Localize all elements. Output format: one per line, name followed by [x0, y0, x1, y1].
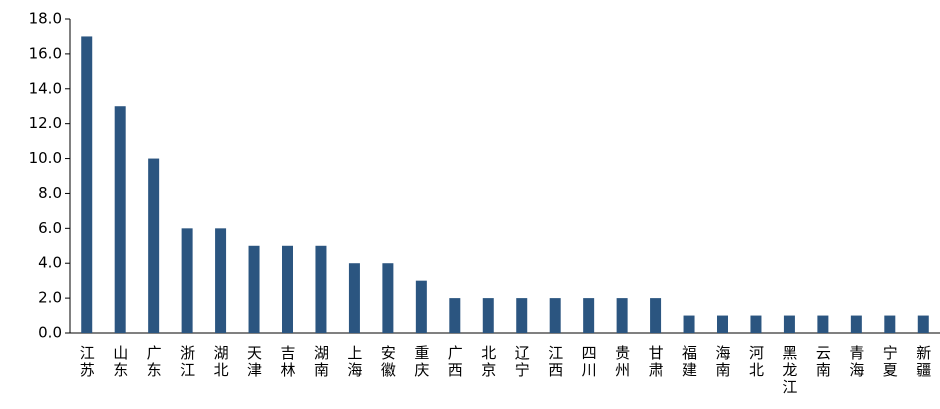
bar: [516, 298, 528, 333]
bar: [449, 298, 461, 333]
bar: [415, 280, 427, 333]
bar: [114, 106, 126, 333]
y-tick-label: 8.0: [38, 184, 62, 202]
y-tick-label: 0.0: [38, 324, 62, 342]
bar: [148, 158, 160, 333]
x-tick-label: 甘肃: [647, 345, 665, 379]
x-tick-label: 贵州: [613, 345, 631, 379]
x-tick-label: 湖北: [212, 345, 230, 379]
bar: [282, 245, 293, 333]
x-tick-label: 江西: [546, 345, 564, 379]
x-tick-label: 云南: [814, 345, 832, 379]
bar: [583, 298, 595, 333]
x-tick-label: 北京: [479, 345, 497, 379]
bar: [181, 228, 193, 333]
x-tick-label: 湖南: [312, 345, 330, 379]
x-tick-label: 黑龙江: [780, 345, 798, 396]
x-tick-label: 宁夏: [881, 345, 899, 379]
x-tick-label: 浙江: [178, 345, 196, 379]
y-tick-label: 2.0: [38, 289, 62, 307]
bar: [215, 228, 227, 333]
y-tick-label: 4.0: [38, 254, 62, 272]
y-tick-label: 6.0: [38, 219, 62, 237]
x-tick-label: 广东: [145, 345, 163, 379]
bar: [382, 263, 394, 333]
y-tick-label: 12.0: [29, 114, 62, 132]
y-tick-label: 14.0: [29, 79, 62, 97]
bar: [348, 263, 360, 333]
x-tick-label: 吉林: [279, 345, 297, 379]
bar: [482, 298, 494, 333]
x-tick-label: 安徽: [379, 345, 397, 379]
x-tick-label: 青海: [847, 345, 865, 379]
bar: [783, 315, 795, 333]
y-tick-label: 10.0: [29, 149, 62, 167]
x-tick-label: 重庆: [412, 345, 430, 379]
bar: [884, 315, 896, 333]
bar: [81, 36, 93, 333]
x-tick-label: 天津: [245, 345, 263, 379]
bar: [315, 245, 327, 333]
x-tick-label: 山东: [111, 345, 129, 379]
y-tick-label: 18.0: [29, 10, 62, 28]
bar: [717, 315, 728, 333]
bar: [850, 315, 862, 333]
bar: [616, 298, 628, 333]
x-tick-label: 上海: [345, 345, 363, 379]
bar: [683, 315, 695, 333]
x-tick-label: 广西: [446, 345, 464, 379]
x-tick-label: 辽宁: [513, 345, 531, 379]
bar: [549, 298, 561, 333]
bar: [817, 315, 829, 333]
bar: [650, 298, 662, 333]
x-tick-label: 新疆: [914, 345, 932, 379]
y-tick-label: 16.0: [29, 44, 62, 62]
bar: [750, 315, 762, 333]
bar: [917, 315, 929, 333]
bar: [248, 245, 260, 333]
x-tick-label: 河北: [747, 345, 765, 379]
x-tick-label: 福建: [680, 345, 698, 379]
x-tick-label: 江苏: [78, 345, 96, 379]
x-tick-label: 海南: [714, 345, 732, 379]
x-tick-label: 四川: [580, 345, 598, 379]
